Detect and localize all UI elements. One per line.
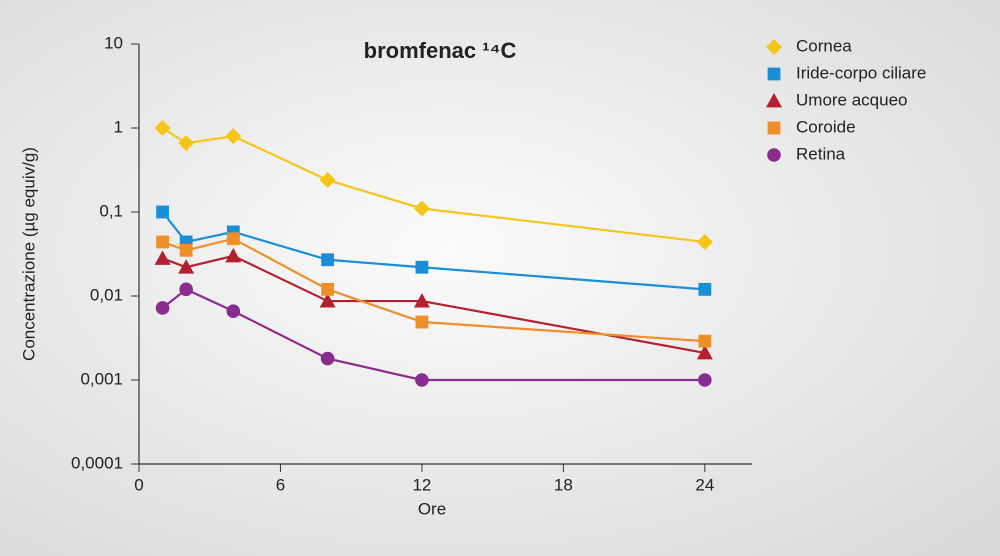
y-tick-label: 0,01 (90, 285, 123, 304)
y-axis-label: Concentrazione (µg equiv/g) (19, 147, 38, 361)
y-tick-label: 0,0001 (71, 453, 123, 472)
y-tick-label: 0,1 (99, 201, 123, 220)
y-tick-label: 0,001 (80, 369, 123, 388)
marker (156, 235, 169, 249)
marker (698, 373, 712, 387)
marker (225, 128, 242, 145)
legend-label: Umore acqueo (796, 90, 908, 109)
legend-label: Cornea (796, 36, 852, 55)
legend-label: Coroide (796, 117, 856, 136)
marker (413, 200, 430, 217)
marker (155, 301, 170, 315)
marker (319, 293, 336, 308)
marker (767, 148, 781, 162)
x-axis-label: Ore (418, 499, 446, 518)
marker (178, 259, 195, 274)
marker (766, 39, 782, 55)
legend-label: Retina (796, 144, 846, 163)
marker (178, 135, 195, 152)
marker (696, 233, 713, 250)
marker (154, 250, 171, 265)
marker (767, 121, 781, 135)
legend-label: Iride-corpo ciliare (796, 63, 926, 82)
x-tick-label: 0 (134, 475, 143, 494)
x-tick-label: 18 (554, 475, 573, 494)
y-tick-label: 10 (104, 33, 123, 52)
marker (698, 282, 712, 296)
marker (415, 315, 429, 329)
marker (415, 260, 429, 274)
marker (696, 344, 713, 360)
marker (319, 172, 336, 189)
marker (320, 351, 335, 366)
marker (766, 93, 782, 108)
x-tick-label: 12 (412, 475, 431, 494)
marker (156, 205, 169, 219)
series-line (162, 254, 706, 355)
marker (413, 293, 430, 308)
marker (226, 304, 241, 318)
marker (226, 232, 240, 246)
marker (179, 282, 193, 297)
marker (321, 282, 335, 296)
marker (767, 67, 781, 81)
chart-title: bromfenac ¹⁴C (364, 38, 517, 63)
marker (321, 253, 335, 267)
marker (154, 120, 171, 136)
marker (415, 373, 429, 387)
marker (179, 243, 193, 257)
x-tick-label: 6 (276, 475, 285, 494)
y-tick-label: 1 (114, 117, 123, 136)
marker (698, 334, 712, 348)
marker (225, 247, 242, 263)
x-tick-label: 24 (695, 475, 714, 494)
